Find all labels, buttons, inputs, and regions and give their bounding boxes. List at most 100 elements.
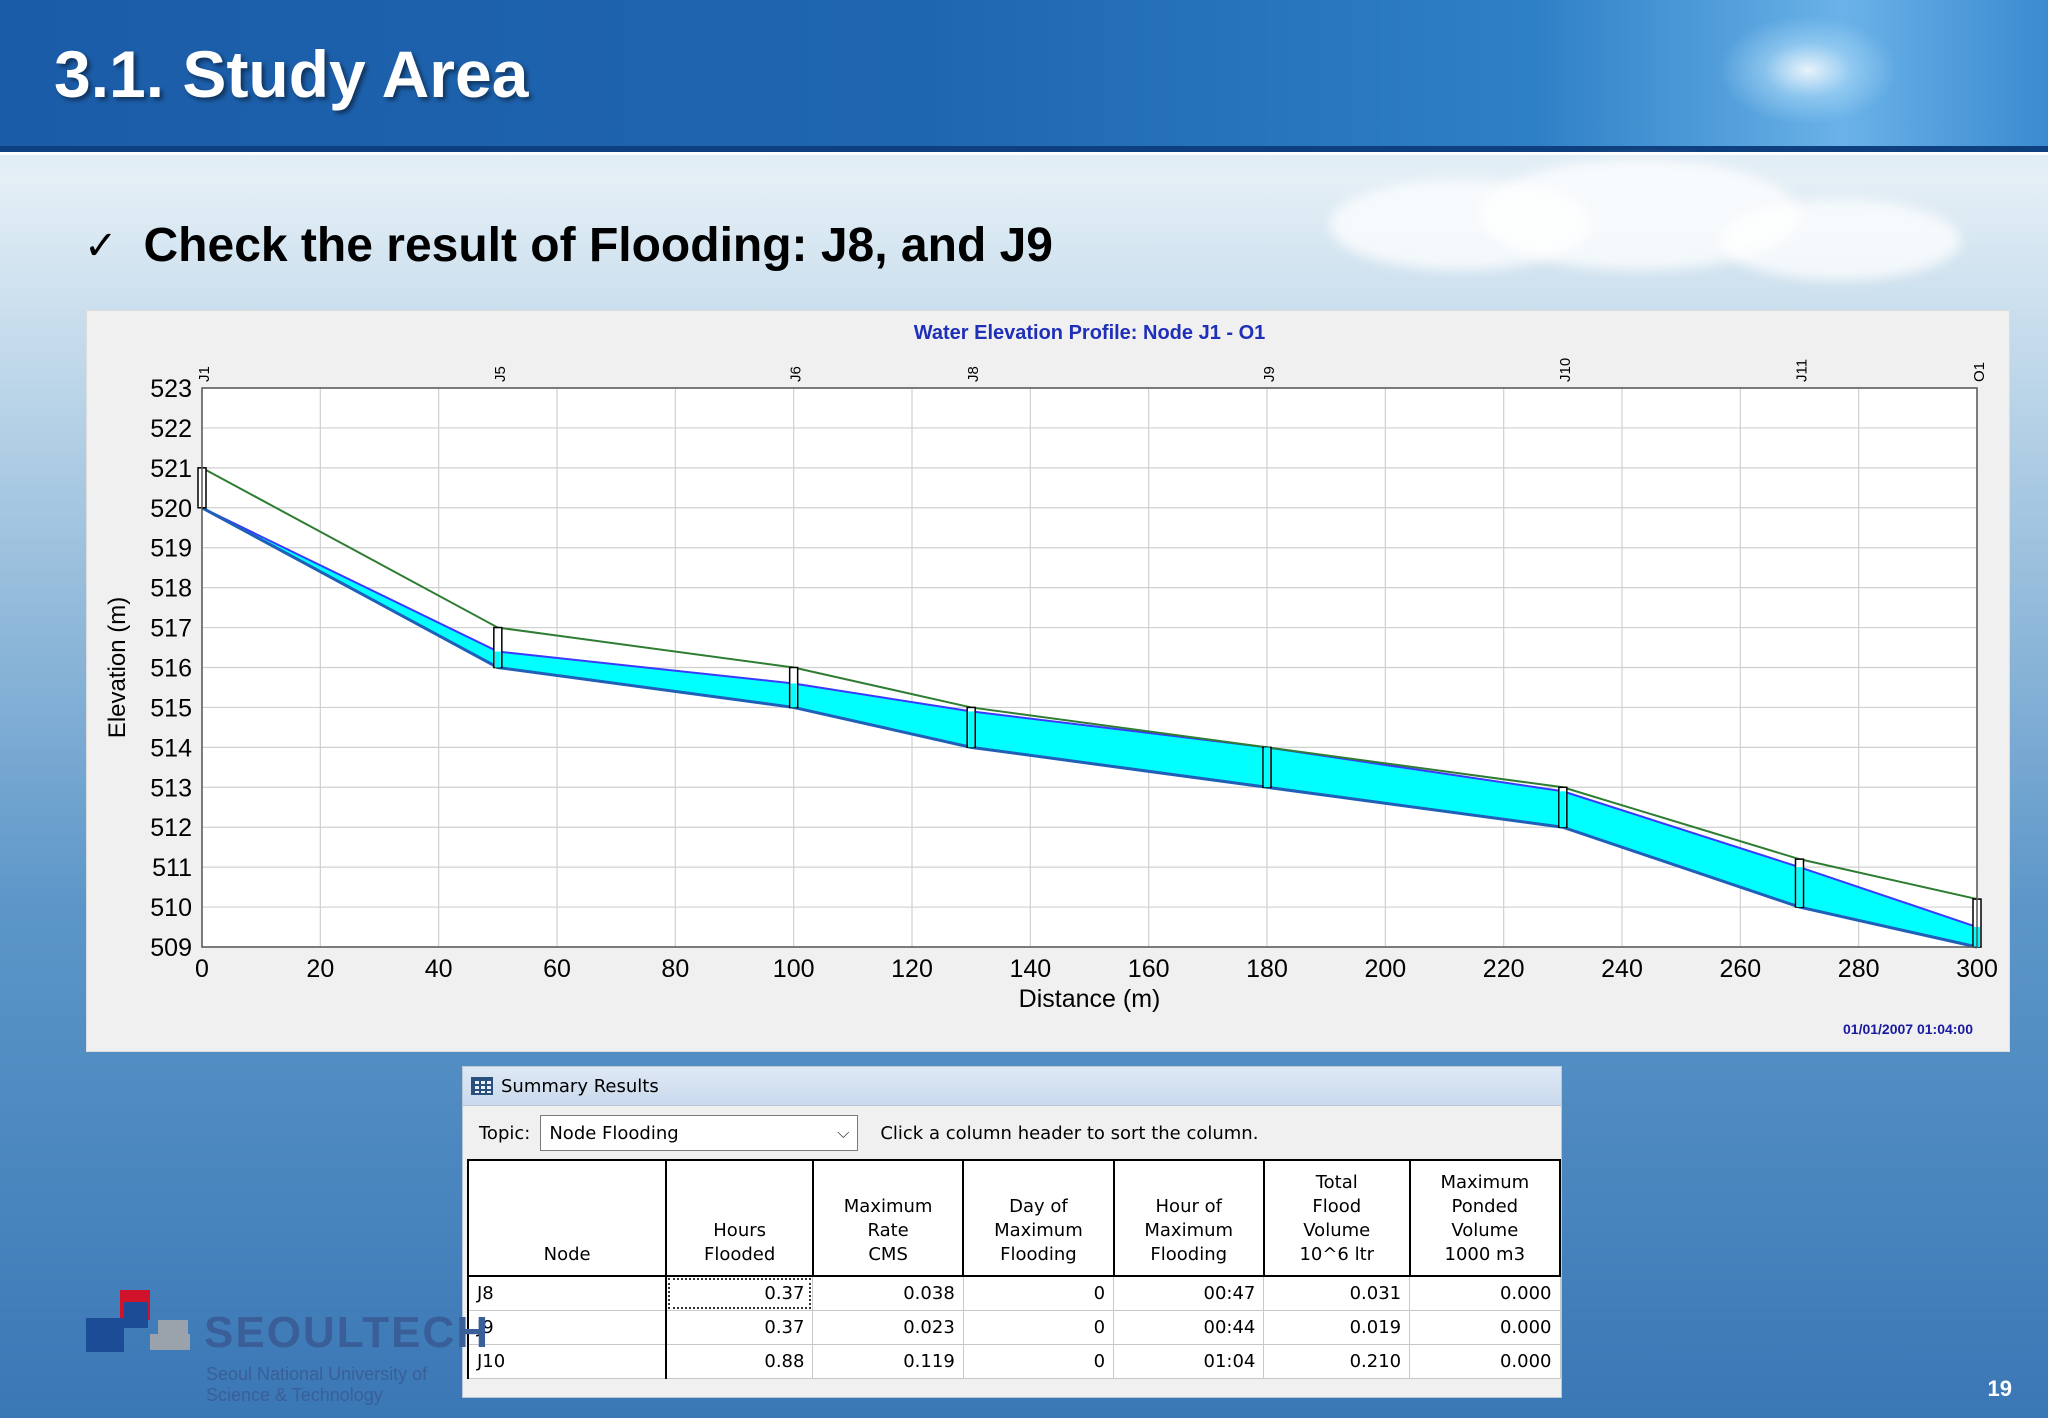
- x-tick-label: 0: [195, 955, 209, 983]
- column-header-line: Day of: [1009, 1196, 1068, 1217]
- y-tick-label: 519: [150, 535, 192, 563]
- y-axis-label: Elevation (m): [104, 597, 131, 738]
- y-tick-label: 520: [150, 495, 192, 523]
- y-tick-label: 517: [150, 615, 192, 643]
- manhole-water: [1796, 867, 1803, 908]
- manhole-water: [1559, 791, 1566, 828]
- ground-line: [201, 466, 1978, 901]
- cloud: [1720, 200, 1960, 280]
- column-header-line: Maximum: [1144, 1220, 1234, 1241]
- column-header[interactable]: Maximum Rate CMS: [811, 1159, 965, 1277]
- y-tick-label: 511: [152, 854, 192, 882]
- table-grid-icon: [471, 1077, 493, 1095]
- table-cell: 0.37: [665, 1310, 814, 1345]
- y-tick-label: 518: [150, 575, 192, 603]
- logo-subtitle-line: Science & Technology: [206, 1385, 383, 1405]
- column-header-line: Maximum: [1440, 1172, 1530, 1193]
- table-cell: 01:04: [1113, 1344, 1265, 1379]
- column-header-line: CMS: [868, 1244, 908, 1265]
- column-header-line: Flooding: [1000, 1244, 1077, 1265]
- y-tick-label: 514: [150, 734, 192, 762]
- table-cell: 0: [962, 1344, 1115, 1379]
- column-header-line: Hour of: [1155, 1196, 1222, 1217]
- node-label: J10: [1557, 358, 1574, 382]
- manhole-water: [968, 711, 975, 748]
- table-cell: 0.119: [812, 1344, 964, 1379]
- x-tick-label: 40: [425, 955, 453, 983]
- x-tick-label: 80: [661, 955, 689, 983]
- table-row[interactable]: J9 0.37 0.023 0 00:44 0.019 0.000: [466, 1310, 1561, 1345]
- node-cell: J10: [466, 1344, 668, 1379]
- column-header-line: Rate: [867, 1220, 909, 1241]
- column-header[interactable]: Maximum Ponded Volume 1000 m3: [1408, 1159, 1562, 1277]
- table-row[interactable]: J10 0.88 0.119 0 01:04 0.210 0.000: [466, 1344, 1561, 1379]
- node-label: J1: [196, 366, 213, 382]
- invert-line: [201, 506, 1978, 949]
- logo-name: SEOULTECH: [204, 1308, 491, 1357]
- node-label: O1: [1971, 362, 1988, 382]
- x-tick-label: 160: [1128, 955, 1170, 983]
- title-underline-highlight: [0, 152, 2048, 155]
- column-header-line: Flood: [1312, 1196, 1362, 1217]
- x-tick-label: 140: [1009, 955, 1051, 983]
- logo-blue-block: [124, 1302, 148, 1328]
- column-header-line: Maximum: [843, 1196, 933, 1217]
- x-tick-label: 60: [543, 955, 571, 983]
- table-row[interactable]: J8 0.37 0.038 0 00:47 0.031 0.000: [466, 1275, 1561, 1311]
- bullet-text: Check the result of Flooding: J8, and J9: [143, 219, 1053, 272]
- table-cell: 0.88: [665, 1344, 814, 1379]
- water-elevation-profile-chart: 0 20 40 60 80 100 120 140 160 180 200 220 240 260 280 3…: [86, 310, 2010, 1052]
- column-header-line: Flooded: [703, 1244, 776, 1265]
- x-tick-label: 300: [1956, 955, 1998, 983]
- column-header[interactable]: Hour of Maximum Flooding: [1112, 1159, 1265, 1277]
- summary-window-header: Summary Results: [463, 1067, 1561, 1106]
- logo-blue-block: [86, 1318, 124, 1352]
- topic-dropdown[interactable]: Node Flooding ⌵: [540, 1115, 859, 1151]
- summary-results-window: Summary Results Topic: Node Flooding ⌵ C…: [462, 1066, 1562, 1398]
- y-tick-label: 516: [150, 655, 192, 683]
- x-tick-label: 260: [1719, 955, 1761, 983]
- node-label: J8: [965, 366, 982, 382]
- column-header[interactable]: Day of Maximum Flooding: [962, 1159, 1115, 1277]
- x-tick-label: 200: [1364, 955, 1406, 983]
- column-header-line: Maximum: [994, 1220, 1083, 1241]
- table-cell: 00:44: [1113, 1310, 1265, 1345]
- topic-row: Topic: Node Flooding ⌵ Click a column he…: [463, 1106, 1561, 1160]
- column-header[interactable]: Hours Flooded: [665, 1159, 814, 1277]
- manhole-water: [1264, 747, 1270, 788]
- column-header[interactable]: Total Flood Volume 10^6 ltr: [1262, 1159, 1411, 1277]
- chart-timestamp: 01/01/2007 01:04:00: [1843, 1021, 1973, 1037]
- profile-plot: 0 20 40 60 80 100 120 140 160 180 200 220 240 260 280 3…: [104, 322, 1998, 1013]
- column-header-line: Flooding: [1150, 1244, 1228, 1265]
- table-cell: 0.000: [1409, 1344, 1561, 1379]
- chevron-down-icon: ⌵: [837, 1123, 850, 1142]
- y-tick-label: 523: [150, 375, 192, 403]
- y-tick-label: 510: [150, 894, 192, 922]
- table-cell: 0.031: [1263, 1275, 1411, 1311]
- logo-subtitle-line: Seoul National University of: [206, 1364, 428, 1384]
- table-cell: 0.37: [665, 1275, 814, 1311]
- y-tick-label: 522: [150, 415, 192, 443]
- page-number: 19: [1987, 1376, 2012, 1401]
- x-axis-label: Distance (m): [1019, 985, 1161, 1013]
- node-label: J6: [788, 366, 805, 382]
- table-cell: 0.019: [1263, 1310, 1411, 1345]
- manhole-water: [790, 683, 797, 708]
- table-cell: 0.210: [1263, 1344, 1411, 1379]
- y-tick-label: 515: [150, 694, 192, 722]
- column-header[interactable]: Node: [466, 1159, 668, 1277]
- table-cell: 0: [962, 1310, 1115, 1345]
- column-header-line: Volume: [1451, 1220, 1519, 1241]
- logo-subtitle: Seoul National University of Science & T…: [206, 1364, 427, 1406]
- title-sun-glow: [1718, 15, 1898, 125]
- node-cell: J9: [466, 1310, 668, 1345]
- table-cell: 0.023: [812, 1310, 964, 1345]
- y-tick-label: 513: [150, 774, 192, 802]
- plot-border: [201, 387, 1978, 948]
- node-cell: J8: [466, 1275, 668, 1311]
- table-cell: 00:47: [1113, 1275, 1265, 1311]
- column-header-line: Hours: [713, 1220, 766, 1241]
- y-tick-label: 509: [150, 934, 192, 962]
- x-tick-label: 20: [306, 955, 334, 983]
- water-fill: [202, 507, 1977, 947]
